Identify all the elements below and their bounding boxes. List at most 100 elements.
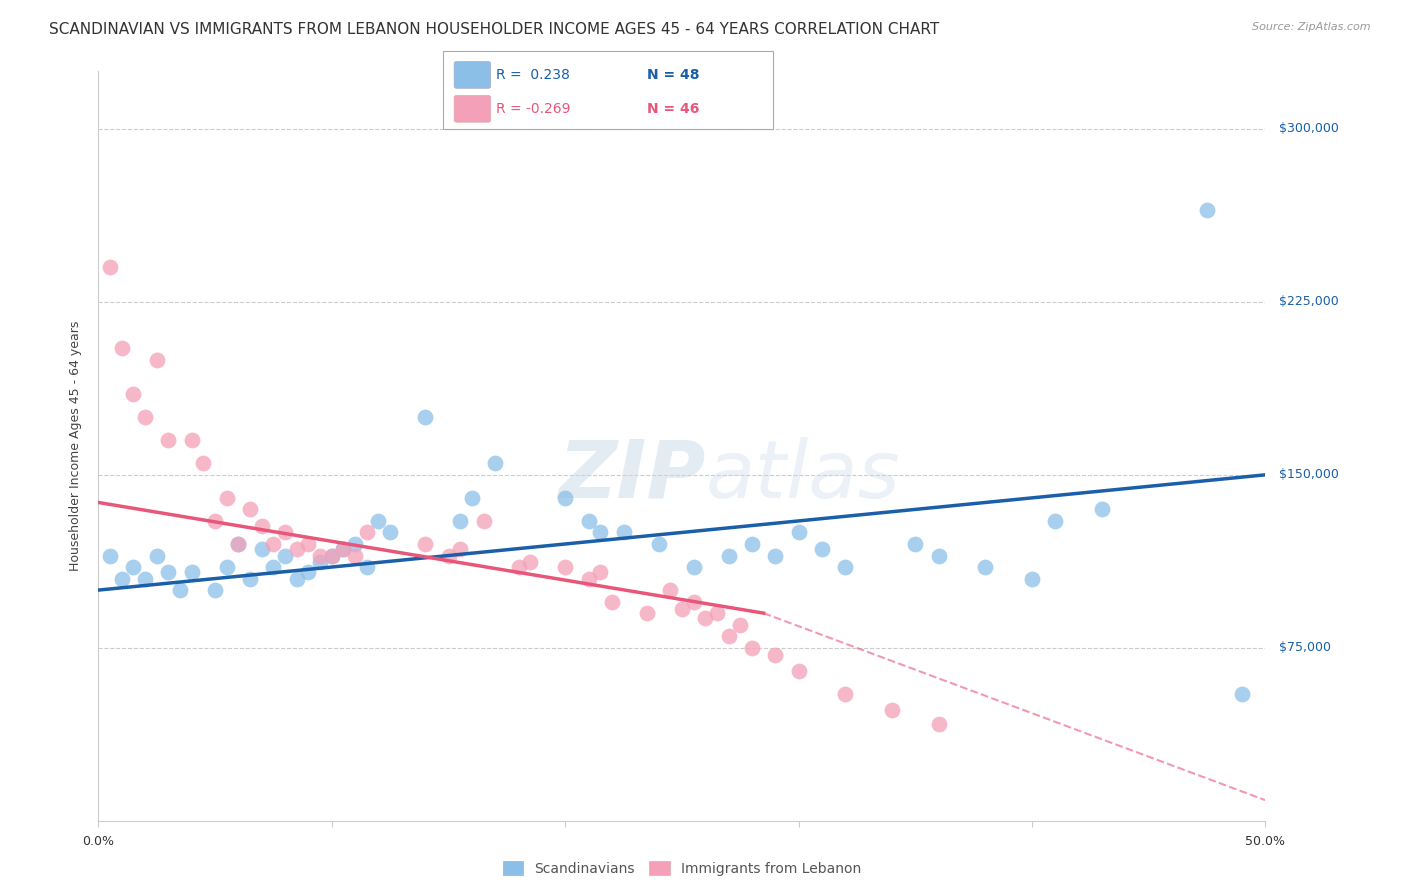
Text: N = 48: N = 48 (647, 68, 699, 82)
Point (274, 549, 297, 563)
Text: $150,000: $150,000 (1279, 468, 1339, 482)
Point (146, 352, 169, 367)
Point (671, 601, 693, 615)
Point (250, 518, 273, 533)
Point (741, 640, 763, 655)
Text: $75,000: $75,000 (1279, 641, 1331, 654)
Point (262, 560, 284, 574)
Point (356, 560, 378, 574)
Point (682, 560, 704, 574)
Point (215, 491, 238, 505)
Point (437, 549, 460, 563)
Point (904, 537, 927, 551)
Point (356, 525, 378, 540)
Point (134, 572, 156, 586)
Point (228, 537, 250, 551)
Point (180, 565, 202, 579)
Point (332, 541, 354, 556)
Text: R =  0.238: R = 0.238 (496, 68, 571, 82)
Point (554, 560, 576, 574)
Point (285, 541, 308, 556)
Point (717, 629, 740, 643)
Point (589, 525, 612, 540)
Point (787, 664, 810, 678)
Point (297, 537, 319, 551)
Point (309, 556, 332, 570)
Point (413, 410, 436, 425)
Legend: Scandinavians, Immigrants from Lebanon: Scandinavians, Immigrants from Lebanon (498, 855, 866, 881)
Text: $225,000: $225,000 (1279, 295, 1339, 309)
Point (682, 594, 704, 608)
Text: Source: ZipAtlas.com: Source: ZipAtlas.com (1253, 22, 1371, 32)
Point (928, 716, 950, 731)
Point (321, 549, 343, 563)
Point (647, 537, 669, 551)
Point (1195, 202, 1218, 217)
Point (239, 572, 262, 586)
Point (250, 541, 273, 556)
Point (730, 617, 752, 632)
Point (380, 525, 402, 540)
Text: 0.0%: 0.0% (83, 835, 114, 847)
Point (1091, 502, 1114, 516)
Text: N = 46: N = 46 (647, 102, 699, 116)
Point (578, 514, 600, 528)
Text: R = -0.269: R = -0.269 (496, 102, 571, 116)
Point (122, 560, 145, 574)
Point (332, 541, 354, 556)
Point (508, 560, 530, 574)
Point (285, 572, 308, 586)
Point (589, 565, 612, 579)
Point (157, 434, 180, 448)
Point (578, 572, 600, 586)
Point (215, 560, 238, 574)
Point (134, 410, 156, 425)
Point (1045, 514, 1067, 528)
Point (880, 703, 903, 717)
Point (157, 565, 180, 579)
Point (484, 456, 506, 470)
Point (695, 611, 717, 625)
Text: ZIP: ZIP (558, 437, 706, 515)
Point (98, 549, 121, 563)
Text: atlas: atlas (706, 437, 900, 515)
Point (98, 260, 121, 275)
Point (1021, 572, 1043, 586)
Point (636, 606, 658, 620)
Point (600, 594, 623, 608)
Point (834, 687, 856, 701)
Point (974, 560, 997, 574)
Point (169, 583, 191, 598)
Point (180, 434, 202, 448)
Point (741, 537, 763, 551)
Point (519, 556, 541, 570)
Point (321, 549, 343, 563)
Point (659, 583, 682, 598)
Point (274, 525, 297, 540)
Text: SCANDINAVIAN VS IMMIGRANTS FROM LEBANON HOUSEHOLDER INCOME AGES 45 - 64 YEARS CO: SCANDINAVIAN VS IMMIGRANTS FROM LEBANON … (49, 22, 939, 37)
Y-axis label: Householder Income Ages 45 - 64 years: Householder Income Ages 45 - 64 years (69, 321, 83, 571)
Point (413, 537, 436, 551)
Point (763, 549, 786, 563)
Point (239, 502, 262, 516)
Point (228, 537, 250, 551)
Point (204, 583, 226, 598)
Point (344, 549, 367, 563)
Point (367, 514, 389, 528)
Point (717, 549, 740, 563)
Point (928, 549, 950, 563)
Point (111, 341, 134, 355)
Point (763, 648, 786, 662)
Point (146, 549, 169, 563)
Point (472, 514, 495, 528)
Point (613, 525, 636, 540)
Text: 50.0%: 50.0% (1246, 835, 1285, 847)
Point (204, 514, 226, 528)
Point (787, 525, 810, 540)
Point (309, 549, 332, 563)
Point (449, 514, 471, 528)
Point (262, 537, 284, 551)
Point (461, 491, 484, 505)
Point (834, 560, 856, 574)
Point (554, 491, 576, 505)
